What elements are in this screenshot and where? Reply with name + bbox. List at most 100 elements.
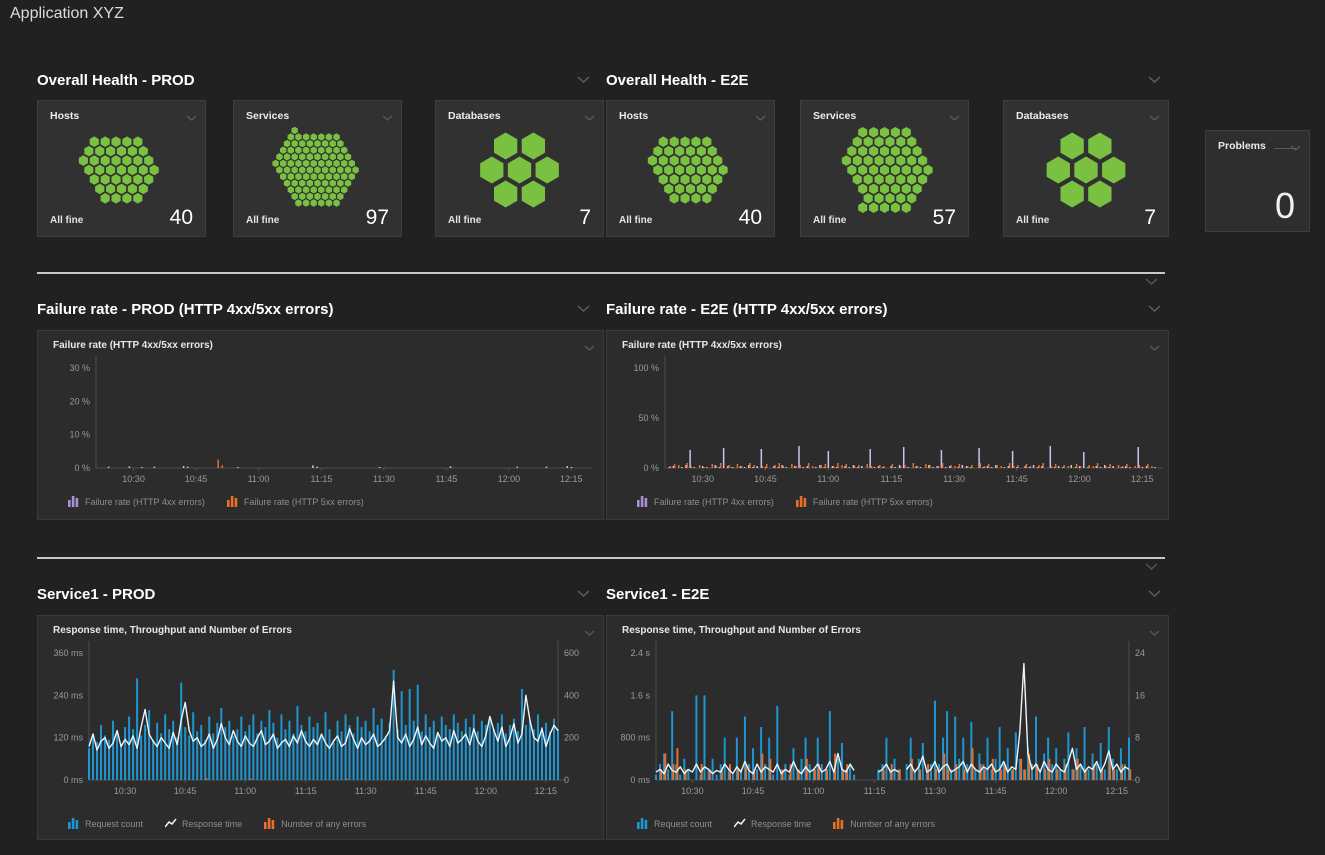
svg-text:240 ms: 240 ms bbox=[53, 690, 83, 700]
status-text: All fine bbox=[1016, 215, 1050, 226]
svg-text:8: 8 bbox=[1135, 733, 1140, 743]
chevron-down-icon[interactable] bbox=[1148, 305, 1161, 313]
chevron-down-icon[interactable] bbox=[1149, 109, 1160, 127]
svg-text:12:00: 12:00 bbox=[498, 474, 521, 484]
chart-legend: Failure rate (HTTP 4xx errors) Failure ra… bbox=[68, 496, 364, 507]
chevron-down-icon[interactable] bbox=[584, 339, 595, 357]
chart-title: Response time, Throughput and Number of … bbox=[622, 625, 861, 636]
bar-series-icon bbox=[637, 818, 648, 829]
chevron-down-icon[interactable] bbox=[584, 624, 595, 642]
legend-label: Failure rate (HTTP 4xx errors) bbox=[654, 496, 774, 507]
tile-label: Services bbox=[813, 110, 857, 122]
svg-text:11:00: 11:00 bbox=[817, 474, 839, 484]
health-tile-services-e2e[interactable]: Services All fine 57 bbox=[800, 100, 969, 237]
legend-item[interactable]: Number of any errors bbox=[264, 818, 366, 829]
chevron-down-icon[interactable] bbox=[1145, 278, 1158, 286]
svg-text:1.6 s: 1.6 s bbox=[630, 690, 650, 700]
chevron-down-icon[interactable] bbox=[1148, 76, 1161, 84]
svg-text:12:15: 12:15 bbox=[560, 474, 583, 484]
svg-text:2.4 s: 2.4 s bbox=[630, 648, 650, 658]
problems-tile[interactable]: Problems 0 bbox=[1205, 130, 1310, 232]
legend-item[interactable]: Number of any errors bbox=[833, 818, 935, 829]
honeycomb-chart bbox=[272, 126, 359, 207]
chart-tile-service-e2e[interactable]: Response time, Throughput and Number of … bbox=[606, 615, 1169, 840]
section-header-service-prod: Service1 - PROD bbox=[37, 584, 590, 604]
bar-series-icon bbox=[68, 496, 79, 507]
svg-text:200: 200 bbox=[564, 733, 579, 743]
chart-tile-service-prod[interactable]: Response time, Throughput and Number of … bbox=[37, 615, 604, 840]
chevron-down-icon[interactable] bbox=[1145, 563, 1158, 571]
legend-item[interactable]: Failure rate (HTTP 5xx errors) bbox=[226, 496, 364, 507]
health-tile-databases-e2e[interactable]: Databases All fine 7 bbox=[1003, 100, 1169, 237]
chart-tile-failure-prod[interactable]: Failure rate (HTTP 4xx/5xx errors) 30 % 2… bbox=[37, 330, 604, 520]
entity-count: 7 bbox=[579, 206, 591, 229]
bar-series-icon bbox=[833, 818, 844, 829]
section-header-overall-prod: Overall Health - PROD bbox=[37, 70, 590, 90]
section-title: Failure rate - E2E (HTTP 4xx/5xx errors) bbox=[606, 300, 888, 318]
legend-item[interactable]: Failure rate (HTTP 5xx errors) bbox=[795, 496, 933, 507]
health-tile-databases-prod[interactable]: Databases All fine 7 bbox=[435, 100, 604, 237]
section-title: Overall Health - E2E bbox=[606, 71, 749, 89]
chevron-down-icon[interactable] bbox=[755, 109, 766, 127]
svg-text:100 %: 100 % bbox=[633, 363, 659, 373]
bar-series-icon bbox=[795, 496, 807, 507]
legend-item[interactable]: Failure rate (HTTP 4xx errors) bbox=[637, 496, 774, 507]
chart-tile-failure-e2e[interactable]: Failure rate (HTTP 4xx/5xx errors) 100 %… bbox=[606, 330, 1169, 520]
svg-text:10:30: 10:30 bbox=[681, 786, 704, 796]
legend-item[interactable]: Failure rate (HTTP 4xx errors) bbox=[68, 496, 205, 507]
legend-label: Response time bbox=[182, 818, 243, 829]
legend-label: Failure rate (HTTP 5xx errors) bbox=[812, 496, 933, 507]
legend-item[interactable]: Request count bbox=[68, 818, 143, 829]
legend-item[interactable]: Request count bbox=[637, 818, 712, 829]
svg-text:120 ms: 120 ms bbox=[53, 733, 83, 743]
honeycomb-chart bbox=[78, 136, 159, 204]
chevron-down-icon[interactable] bbox=[949, 109, 960, 127]
svg-text:800 ms: 800 ms bbox=[620, 733, 650, 743]
svg-text:11:30: 11:30 bbox=[355, 786, 377, 796]
chart-legend: Failure rate (HTTP 4xx errors) Failure ra… bbox=[637, 496, 933, 507]
legend-label: Number of any errors bbox=[850, 818, 936, 829]
chevron-down-icon[interactable] bbox=[584, 109, 595, 127]
chevron-down-icon[interactable] bbox=[1149, 339, 1160, 357]
svg-text:24: 24 bbox=[1135, 648, 1145, 658]
chevron-down-icon[interactable] bbox=[382, 109, 393, 127]
chevron-down-icon[interactable] bbox=[1149, 624, 1160, 642]
svg-text:400: 400 bbox=[564, 690, 579, 700]
tile-label: Hosts bbox=[50, 110, 80, 122]
chevron-down-icon[interactable] bbox=[577, 305, 590, 313]
legend-item[interactable]: Response time bbox=[165, 818, 242, 829]
tile-label: Databases bbox=[448, 110, 501, 122]
legend-item[interactable]: Response time bbox=[734, 818, 811, 829]
chevron-down-icon[interactable] bbox=[186, 109, 197, 127]
status-text: All fine bbox=[246, 215, 280, 226]
chevron-down-icon[interactable] bbox=[577, 590, 590, 598]
svg-text:12:00: 12:00 bbox=[1045, 786, 1068, 796]
svg-text:10:45: 10:45 bbox=[185, 474, 208, 484]
health-tile-hosts-prod[interactable]: Hosts All fine 40 bbox=[37, 100, 206, 237]
svg-text:11:45: 11:45 bbox=[985, 786, 1007, 796]
page-title: Application XYZ bbox=[10, 5, 124, 22]
bar-series-icon bbox=[637, 496, 648, 507]
svg-text:10:30: 10:30 bbox=[122, 474, 145, 484]
svg-text:20 %: 20 % bbox=[69, 396, 90, 406]
service-metrics-chart: 360 ms 240 ms 120 ms 0 ms 600 400 200 0 10:30 10:… bbox=[53, 641, 579, 796]
chevron-down-icon[interactable] bbox=[1148, 590, 1161, 598]
chevron-down-icon[interactable] bbox=[1290, 139, 1301, 157]
svg-text:10:30: 10:30 bbox=[114, 786, 137, 796]
service-metrics-chart: 2.4 s 1.6 s 800 ms 0 ms 24 16 8 0 10:30 10:45 11:0… bbox=[620, 641, 1145, 796]
svg-text:50 %: 50 % bbox=[638, 413, 659, 423]
svg-text:600: 600 bbox=[564, 648, 579, 658]
health-tile-hosts-e2e[interactable]: Hosts All fine 40 bbox=[606, 100, 775, 237]
failure-rate-chart: 100 % 50 % 0 % 10:30 10:45 11:00 11:15 11:30 11:… bbox=[633, 356, 1163, 484]
chart-legend: Request count Response time Number of any … bbox=[637, 818, 935, 829]
svg-text:11:15: 11:15 bbox=[864, 786, 886, 796]
line-series-icon bbox=[734, 818, 746, 828]
section-header-failure-e2e: Failure rate - E2E (HTTP 4xx/5xx errors) bbox=[606, 299, 1161, 319]
section-header-overall-e2e: Overall Health - E2E bbox=[606, 70, 1161, 90]
chevron-down-icon[interactable] bbox=[577, 76, 590, 84]
svg-text:360 ms: 360 ms bbox=[53, 648, 83, 658]
problems-trend-line bbox=[1274, 148, 1296, 149]
health-tile-services-prod[interactable]: Services All fine 97 bbox=[233, 100, 402, 237]
svg-text:11:45: 11:45 bbox=[435, 474, 457, 484]
section-title: Failure rate - PROD (HTTP 4xx/5xx errors… bbox=[37, 300, 334, 318]
